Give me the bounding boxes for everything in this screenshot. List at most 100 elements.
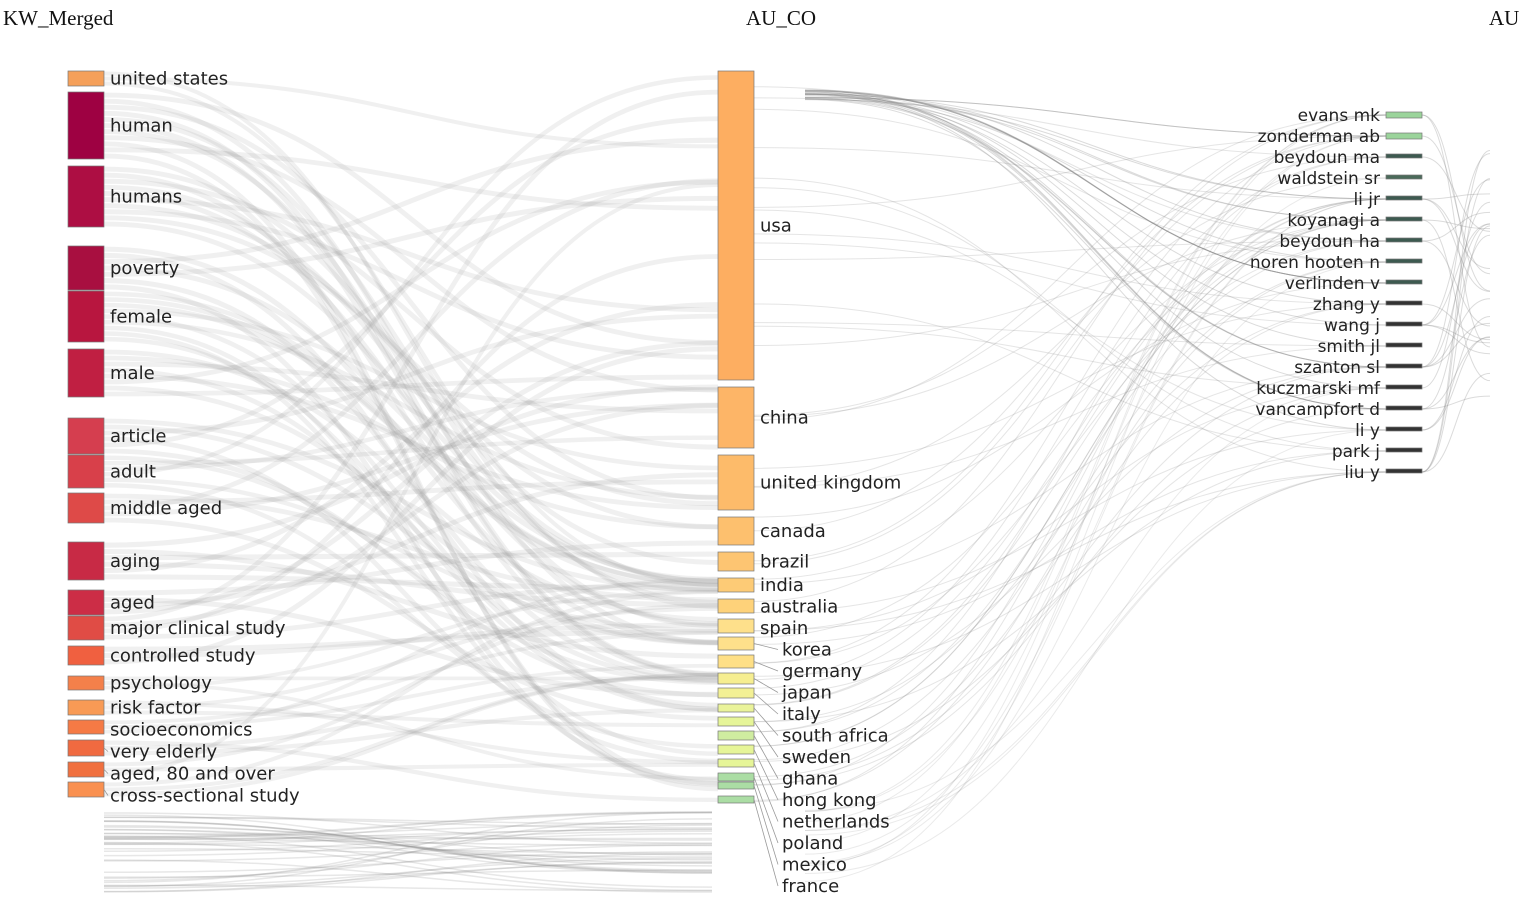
flow-link[interactable] bbox=[103, 302, 719, 574]
flow-link[interactable] bbox=[753, 471, 1387, 677]
flow-link[interactable] bbox=[103, 822, 713, 839]
flow-link[interactable] bbox=[103, 349, 719, 622]
keyword-node[interactable] bbox=[67, 699, 105, 716]
flow-link[interactable] bbox=[753, 156, 1387, 681]
flow-link[interactable] bbox=[103, 672, 719, 792]
flow-link[interactable] bbox=[804, 93, 1387, 221]
flow-link[interactable] bbox=[753, 240, 1387, 261]
flow-link[interactable] bbox=[103, 811, 713, 884]
flow-link[interactable] bbox=[103, 826, 713, 856]
flow-link[interactable] bbox=[103, 606, 719, 710]
keyword-node[interactable] bbox=[67, 739, 105, 757]
flow-link[interactable] bbox=[103, 221, 719, 584]
flow-link[interactable] bbox=[804, 98, 1387, 263]
flow-link[interactable] bbox=[103, 589, 719, 787]
flow-link[interactable] bbox=[103, 832, 713, 857]
flow-link[interactable] bbox=[103, 313, 719, 436]
flow-link[interactable] bbox=[103, 147, 719, 211]
flow-link[interactable] bbox=[1421, 211, 1491, 242]
flow-link[interactable] bbox=[103, 681, 719, 781]
keyword-node[interactable] bbox=[67, 417, 105, 455]
flow-link[interactable] bbox=[103, 838, 713, 847]
flow-link[interactable] bbox=[103, 308, 719, 471]
flow-link[interactable] bbox=[804, 135, 1387, 882]
flow-link[interactable] bbox=[753, 198, 1387, 802]
flow-link[interactable] bbox=[753, 387, 1387, 632]
flow-link[interactable] bbox=[103, 517, 719, 721]
flow-link[interactable] bbox=[103, 291, 719, 588]
country-node[interactable] bbox=[717, 516, 755, 546]
flow-link[interactable] bbox=[103, 367, 719, 684]
flow-link[interactable] bbox=[753, 108, 1387, 263]
flow-link[interactable] bbox=[103, 493, 719, 603]
flow-link[interactable] bbox=[103, 284, 719, 787]
flow-link[interactable] bbox=[103, 852, 713, 893]
keyword-node[interactable] bbox=[67, 492, 105, 524]
flow-link[interactable] bbox=[1421, 337, 1491, 410]
flow-link[interactable] bbox=[103, 811, 713, 838]
flow-link[interactable] bbox=[103, 137, 719, 265]
flow-link[interactable] bbox=[753, 135, 1387, 664]
flow-link[interactable] bbox=[103, 172, 719, 679]
flow-link[interactable] bbox=[753, 114, 1387, 602]
flow-link[interactable] bbox=[804, 93, 1387, 305]
flow-link[interactable] bbox=[1421, 315, 1491, 431]
flow-link[interactable] bbox=[103, 841, 713, 892]
flow-link[interactable] bbox=[1421, 149, 1491, 473]
flow-link[interactable] bbox=[103, 596, 719, 697]
flow-link[interactable] bbox=[103, 141, 719, 792]
keyword-node[interactable] bbox=[67, 541, 105, 581]
flow-link[interactable] bbox=[103, 385, 719, 646]
flow-link[interactable] bbox=[103, 340, 719, 615]
flow-link[interactable] bbox=[103, 209, 719, 360]
flow-link[interactable] bbox=[103, 455, 719, 685]
keyword-node[interactable] bbox=[67, 245, 105, 291]
keyword-node[interactable] bbox=[67, 165, 105, 228]
flow-link[interactable] bbox=[103, 832, 713, 861]
country-node[interactable] bbox=[717, 577, 755, 593]
flow-link[interactable] bbox=[103, 818, 713, 888]
flow-link[interactable] bbox=[103, 869, 713, 878]
flow-link[interactable] bbox=[753, 242, 1387, 326]
country-node[interactable] bbox=[717, 598, 755, 614]
author-node[interactable] bbox=[1385, 216, 1423, 222]
flow-link[interactable] bbox=[804, 90, 1387, 284]
flow-link[interactable] bbox=[753, 450, 1387, 723]
author-node[interactable] bbox=[1385, 300, 1423, 306]
flow-link[interactable] bbox=[103, 252, 719, 712]
author-node[interactable] bbox=[1385, 174, 1423, 180]
keyword-node[interactable] bbox=[67, 91, 105, 160]
flow-link[interactable] bbox=[103, 551, 719, 561]
flow-link[interactable] bbox=[1421, 114, 1491, 292]
author-node[interactable] bbox=[1385, 321, 1423, 327]
flow-link[interactable] bbox=[753, 303, 1387, 469]
flow-link[interactable] bbox=[1421, 219, 1491, 382]
flow-link[interactable] bbox=[804, 198, 1387, 855]
flow-link[interactable] bbox=[103, 76, 719, 149]
flow-link[interactable] bbox=[753, 198, 1387, 705]
country-node[interactable] bbox=[717, 654, 755, 669]
flow-link[interactable] bbox=[1421, 198, 1491, 270]
flow-link[interactable] bbox=[804, 93, 1387, 200]
flow-link[interactable] bbox=[1421, 240, 1491, 327]
country-node[interactable] bbox=[717, 758, 755, 768]
flow-link[interactable] bbox=[103, 81, 719, 588]
flow-link[interactable] bbox=[103, 153, 719, 786]
author-node[interactable] bbox=[1385, 111, 1423, 119]
flow-link[interactable] bbox=[103, 203, 719, 530]
flow-link[interactable] bbox=[753, 114, 1387, 421]
flow-link[interactable] bbox=[103, 816, 713, 825]
flow-link[interactable] bbox=[1421, 395, 1491, 410]
country-node[interactable] bbox=[717, 454, 755, 511]
flow-link[interactable] bbox=[753, 471, 1387, 632]
flow-link[interactable] bbox=[103, 254, 719, 634]
flow-link[interactable] bbox=[103, 75, 719, 477]
flow-link[interactable] bbox=[804, 90, 1387, 284]
flow-link[interactable] bbox=[804, 114, 1387, 822]
flow-link[interactable] bbox=[753, 156, 1387, 416]
flow-link[interactable] bbox=[804, 93, 1387, 410]
country-node[interactable] bbox=[717, 716, 755, 727]
flow-link[interactable] bbox=[103, 828, 713, 841]
flow-link[interactable] bbox=[804, 91, 1387, 410]
flow-link[interactable] bbox=[103, 811, 713, 839]
